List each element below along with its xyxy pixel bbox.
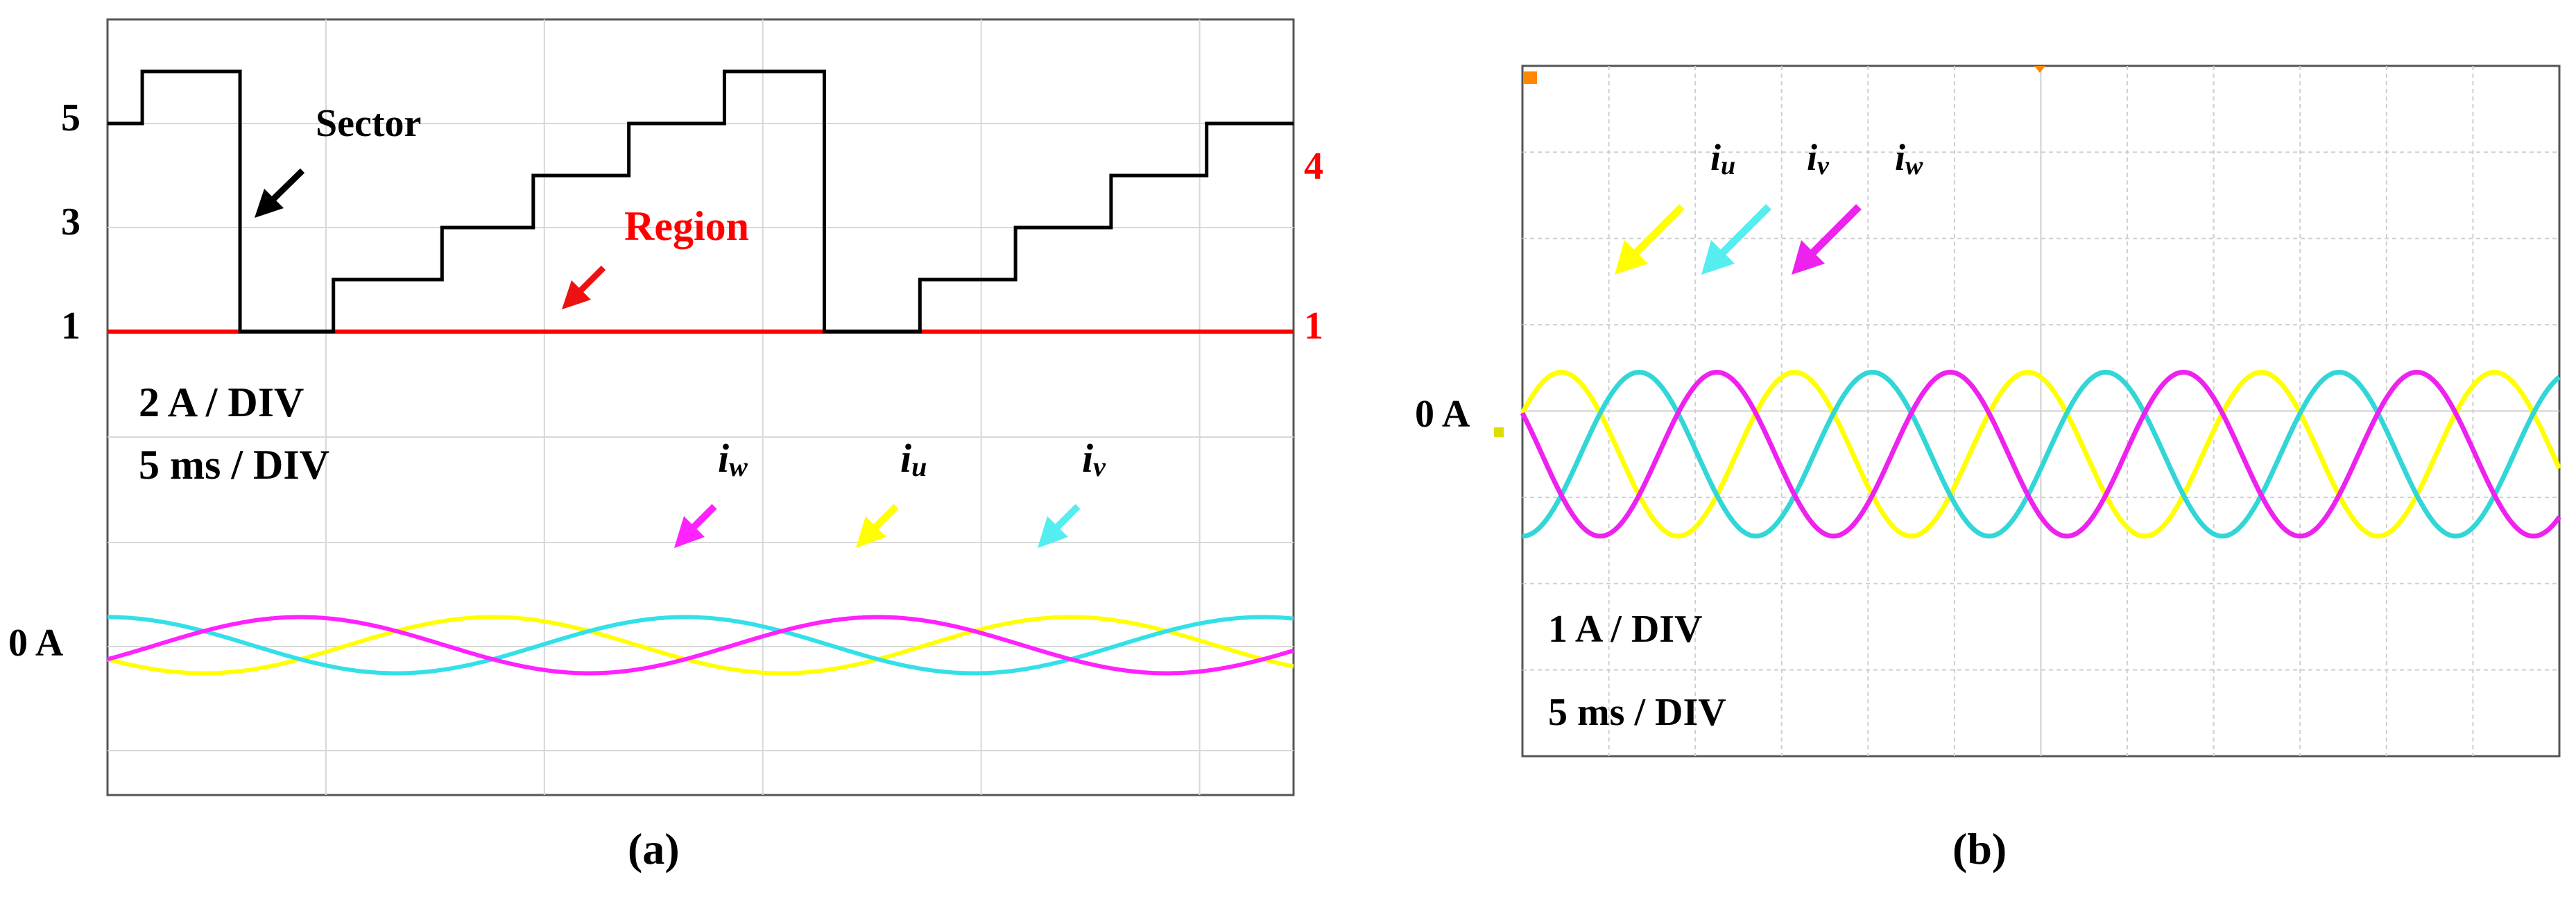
- label-iu-a: iu: [900, 436, 927, 482]
- arrow-iv-b: [1701, 204, 1771, 275]
- caption-b: (b): [1952, 824, 2007, 873]
- arrow-iu-b: [1615, 204, 1685, 275]
- sector-arrow: [266, 168, 305, 207]
- right-tick-1: 1: [1304, 305, 1323, 348]
- current-trace-b-iw: [1520, 369, 2561, 539]
- current-trace-iv: [108, 615, 1294, 676]
- zero-amp-label-a: 0 A: [8, 622, 64, 665]
- y-tick-3: 3: [61, 200, 80, 244]
- current-trace-iw: [107, 615, 1294, 676]
- arrow-iu-a: [856, 504, 899, 548]
- scale-amp-a: 2 A / DIV: [139, 379, 304, 425]
- panel-b: 0 A iu iv iw 1 A / DIV 5 ms / DIV (b): [1415, 65, 2562, 873]
- y-tick-1: 1: [61, 305, 80, 348]
- trigger-position-icon: [2034, 66, 2045, 73]
- panel-b-currents: [1520, 369, 2562, 539]
- sector-trace: [108, 69, 1294, 334]
- region-arrow-head: [562, 280, 591, 309]
- panel-a-currents: [107, 615, 1294, 676]
- sector-label: Sector: [316, 102, 421, 145]
- scale-amp-b: 1 A / DIV: [1548, 608, 1703, 651]
- label-iu-b: iu: [1710, 137, 1735, 180]
- current-trace-b-iv: [1522, 369, 2561, 539]
- arrow-iw-b: [1792, 204, 1862, 275]
- label-iv-b: iv: [1807, 137, 1830, 180]
- caption-a: (a): [628, 824, 680, 873]
- arrow-iw-a: [674, 504, 717, 548]
- panel-a: 5 3 1 4 1 0 A Sector Region 2 A / DIV 5 …: [8, 18, 1323, 873]
- scale-time-a: 5 ms / DIV: [139, 442, 329, 488]
- label-iv-a: iv: [1082, 436, 1106, 482]
- label-iw-b: iw: [1895, 137, 1923, 180]
- right-tick-4: 4: [1304, 145, 1323, 188]
- trigger-marker-icon: [1523, 71, 1537, 84]
- current-trace-iu: [107, 615, 1294, 676]
- channel-marker-icon: [1494, 427, 1504, 437]
- scale-time-b: 5 ms / DIV: [1548, 691, 1726, 734]
- arrow-iv-a: [1038, 504, 1081, 548]
- current-trace-b-iu: [1520, 369, 2562, 539]
- label-iw-a: iw: [718, 436, 748, 482]
- y-tick-5: 5: [61, 96, 80, 139]
- zero-amp-label-b: 0 A: [1415, 393, 1470, 436]
- region-label: Region: [624, 203, 749, 249]
- sector-step-line: [108, 69, 1294, 334]
- sector-arrow-head: [255, 189, 284, 218]
